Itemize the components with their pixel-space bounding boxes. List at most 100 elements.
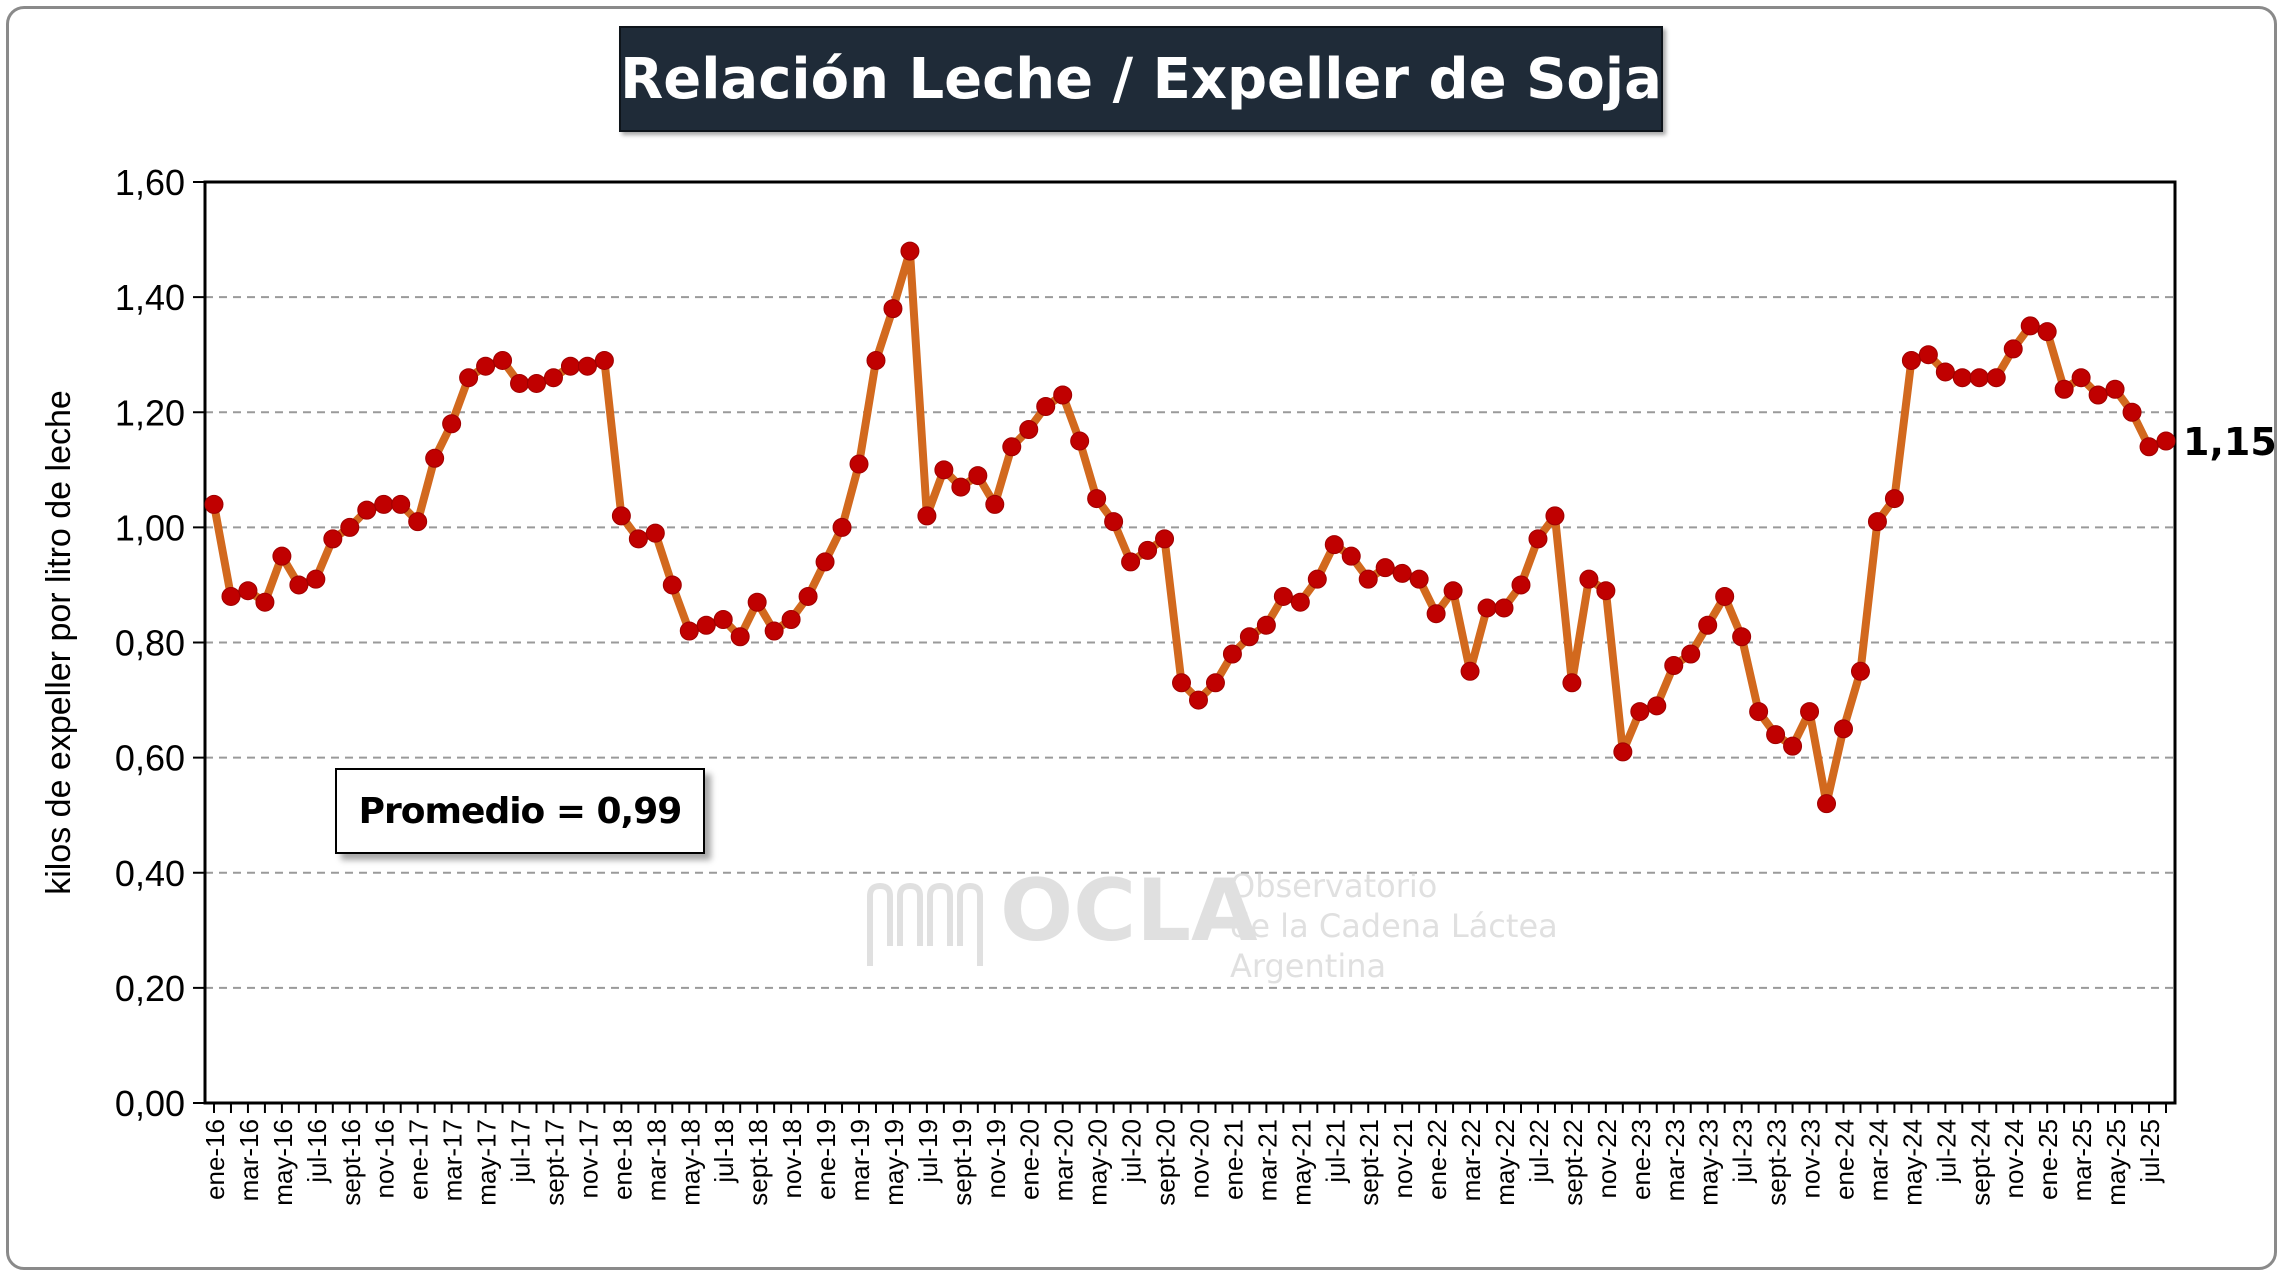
- data-point: [1307, 569, 1327, 589]
- data-point: [323, 529, 343, 549]
- data-point: [1715, 586, 1735, 606]
- data-point: [2156, 431, 2176, 451]
- ocla-watermark-line2: de la Cadena Láctea: [1230, 907, 1558, 945]
- x-tick-label: nov-19: [981, 1119, 1011, 1199]
- data-point: [255, 592, 275, 612]
- data-point: [2122, 402, 2142, 422]
- x-tick-label: sept-24: [1965, 1119, 1995, 1206]
- chart-title: Relación Leche / Expeller de Soja: [620, 46, 1662, 112]
- x-tick-label: ene-18: [607, 1119, 637, 1200]
- x-tick-label: ene-24: [1829, 1119, 1859, 1200]
- x-tick-label: jul-25: [2135, 1119, 2165, 1184]
- data-point: [391, 494, 411, 514]
- average-annotation: Promedio = 0,99: [358, 790, 683, 832]
- y-tick-label: 1,20: [115, 392, 185, 433]
- data-point: [934, 460, 954, 480]
- x-tick-label: nov-21: [1388, 1119, 1418, 1199]
- x-tick-label: may-23: [1694, 1119, 1724, 1206]
- data-point: [1630, 702, 1650, 722]
- data-point: [340, 517, 360, 537]
- x-tick-label: jul-19: [913, 1119, 943, 1184]
- data-point: [1070, 431, 1090, 451]
- data-point: [1969, 368, 1989, 388]
- data-point: [289, 575, 309, 595]
- y-tick-label: 0,60: [115, 738, 185, 779]
- x-tick-label: sept-16: [336, 1119, 366, 1206]
- x-tick-label: may-22: [1490, 1119, 1520, 1206]
- x-tick-label: may-17: [472, 1119, 502, 1206]
- data-point: [510, 373, 530, 393]
- data-point: [357, 500, 377, 520]
- data-point: [713, 609, 733, 629]
- x-tick-label: ene-19: [811, 1119, 841, 1200]
- data-point: [1155, 529, 1175, 549]
- data-point: [1528, 529, 1548, 549]
- data-point: [204, 494, 224, 514]
- data-point: [221, 586, 241, 606]
- data-point: [2071, 368, 2091, 388]
- x-tick-label: jul-24: [1931, 1119, 1961, 1184]
- data-point: [1579, 569, 1599, 589]
- x-tick-label: mar-21: [1252, 1119, 1282, 1201]
- y-tick-label: 0,80: [115, 623, 185, 664]
- data-point: [1324, 535, 1344, 555]
- data-point: [272, 546, 292, 566]
- data-point: [1239, 627, 1259, 647]
- data-point: [1188, 690, 1208, 710]
- data-point: [1766, 725, 1786, 745]
- x-tick-label: nov-18: [777, 1119, 807, 1199]
- x-tick-label: ene-23: [1626, 1119, 1656, 1200]
- y-tick-label: 0,20: [115, 968, 185, 1009]
- data-point: [611, 506, 631, 526]
- ocla-watermark-line1: Observatorio: [1230, 867, 1438, 905]
- data-point: [476, 356, 496, 376]
- data-point: [1256, 615, 1276, 635]
- data-point: [1392, 563, 1412, 583]
- data-point: [2020, 316, 2040, 336]
- x-tick-label: ene-16: [200, 1119, 230, 1200]
- x-tick-label: ene-17: [404, 1119, 434, 1200]
- data-point: [1647, 696, 1667, 716]
- y-tick-label: 0,00: [115, 1083, 185, 1124]
- x-tick-label: mar-20: [1049, 1119, 1079, 1201]
- data-point: [577, 356, 597, 376]
- x-tick-label: may-18: [675, 1119, 705, 1206]
- data-point: [985, 494, 1005, 514]
- data-point: [951, 477, 971, 497]
- ocla-watermark-name: OCLA: [1000, 861, 1258, 961]
- data-point: [900, 241, 920, 261]
- data-point: [1935, 362, 1955, 382]
- data-point: [1613, 742, 1633, 762]
- data-point: [306, 569, 326, 589]
- data-point: [832, 517, 852, 537]
- x-tick-label: mar-25: [2067, 1119, 2097, 1201]
- x-tick-label: nov-22: [1592, 1119, 1622, 1199]
- data-point: [1087, 489, 1107, 509]
- ocla-watermark: OCLA Observatorio de la Cadena Láctea Ar…: [860, 861, 1558, 988]
- data-point: [1172, 673, 1192, 693]
- plot-area: [203, 180, 2177, 1105]
- data-point: [1002, 437, 1022, 457]
- data-point: [543, 368, 563, 388]
- y-tick-label: 0,40: [115, 853, 185, 894]
- data-point: [1783, 736, 1803, 756]
- x-tick-label: jul-18: [709, 1119, 739, 1184]
- data-point: [1867, 512, 1887, 532]
- x-tick-label: may-16: [268, 1119, 298, 1206]
- data-point: [883, 299, 903, 319]
- data-point: [1477, 598, 1497, 618]
- data-point: [1511, 575, 1531, 595]
- data-point: [1850, 661, 1870, 681]
- data-point: [781, 609, 801, 629]
- x-tick-label: may-24: [1897, 1119, 1927, 1206]
- data-point: [2139, 437, 2159, 457]
- x-tick-label: nov-16: [370, 1119, 400, 1199]
- data-point: [1952, 368, 1972, 388]
- data-point: [815, 552, 835, 572]
- x-tick-label: nov-24: [1999, 1119, 2029, 1199]
- data-point: [425, 448, 445, 468]
- data-point: [1019, 420, 1039, 440]
- data-point: [1460, 661, 1480, 681]
- x-tick-label: jul-23: [1728, 1119, 1758, 1184]
